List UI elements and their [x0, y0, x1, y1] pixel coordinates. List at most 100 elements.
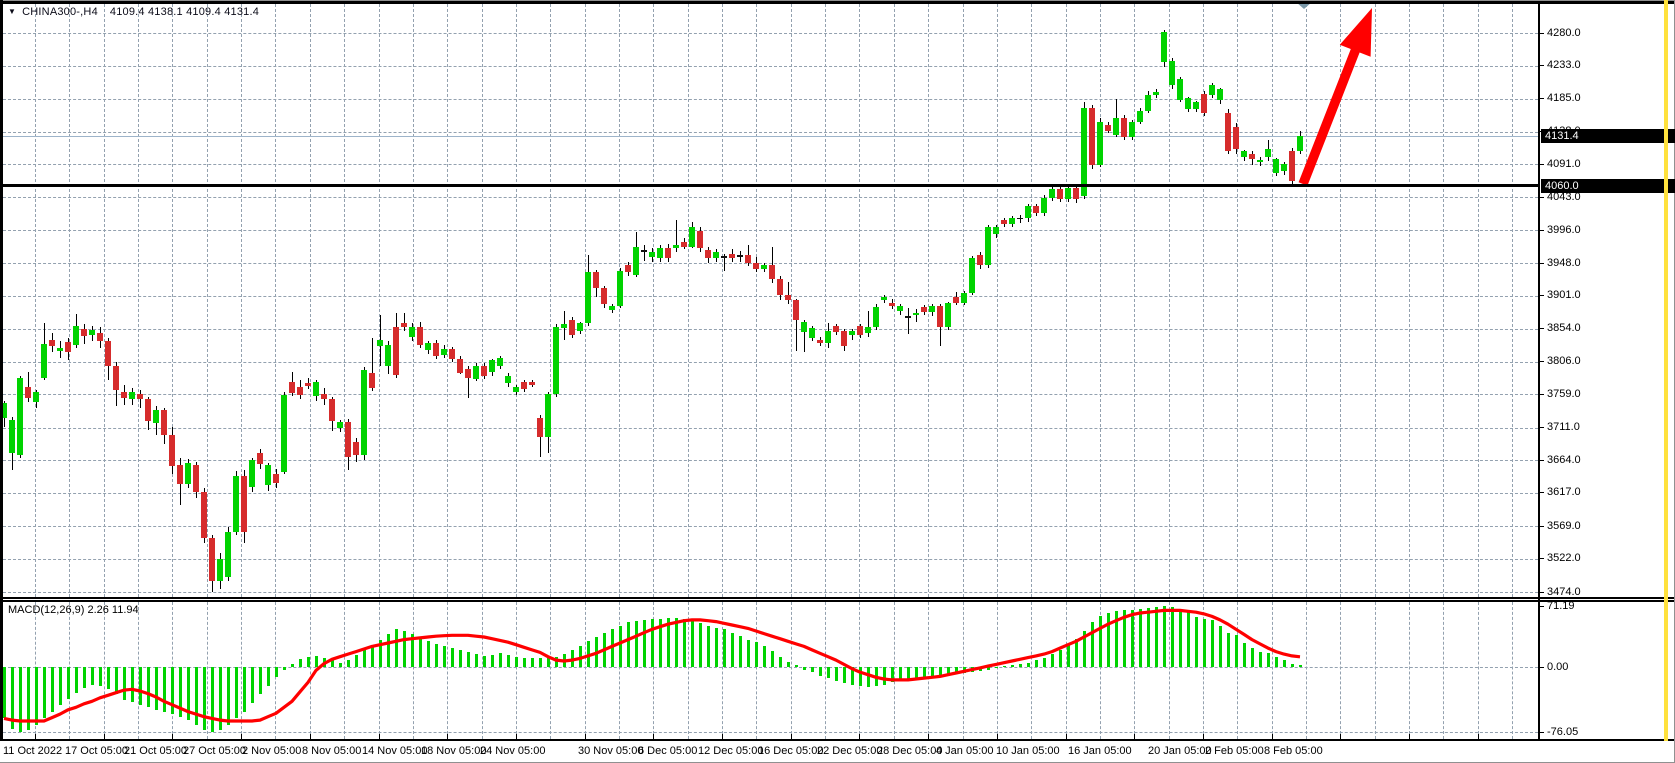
gridline-vertical — [206, 602, 208, 739]
macd-bar — [234, 667, 238, 719]
gridline-vertical — [309, 602, 311, 739]
time-tick — [1271, 734, 1273, 740]
macd-bar — [954, 667, 958, 674]
macd-bar — [866, 667, 870, 687]
macd-bar — [714, 627, 718, 667]
macd-bar — [834, 667, 838, 681]
time-axis-label: 22 Dec 05:00 — [817, 745, 883, 757]
time-axis-label: 14 Nov 05:00 — [362, 745, 428, 757]
time-tick — [1477, 734, 1479, 740]
macd-bar — [1282, 660, 1286, 667]
candle-bullish — [577, 323, 583, 332]
time-axis-label: 16 Jan 05:00 — [1068, 745, 1132, 757]
price-tick-label: 3711.0 — [1547, 421, 1580, 434]
macd-bar — [74, 667, 78, 693]
macd-bar — [874, 667, 878, 686]
macd-bar — [1274, 656, 1278, 667]
candle-bullish — [961, 293, 967, 303]
gridline-horizontal — [3, 295, 1538, 297]
gridline-vertical — [619, 602, 620, 739]
price-tick — [1539, 427, 1544, 429]
macd-bar — [1106, 613, 1110, 667]
macd-bar — [42, 667, 46, 719]
price-tick-label: 4233.0 — [1547, 59, 1581, 72]
candle-bullish — [1209, 85, 1215, 95]
gridline-horizontal — [3, 65, 1538, 67]
gridline-vertical — [1409, 602, 1410, 739]
gridline-horizontal — [3, 263, 1538, 265]
candle-bullish — [129, 392, 135, 400]
gridline-vertical — [103, 602, 105, 739]
time-axis-label: 21 Oct 05:00 — [124, 745, 187, 757]
gridline-vertical — [275, 4, 277, 597]
candle-bearish — [1089, 107, 1095, 165]
time-axis-label: 27 Oct 05:00 — [183, 745, 246, 757]
candle-wick — [803, 320, 805, 353]
candle-bullish — [585, 272, 591, 323]
macd-bar — [386, 634, 390, 667]
macd-bar — [258, 667, 262, 695]
macd-bar — [26, 667, 30, 731]
candle-bearish — [521, 381, 527, 389]
gridline-vertical — [344, 4, 346, 597]
current-price-line — [3, 136, 1538, 138]
candle-bearish — [777, 279, 783, 296]
macd-bar — [314, 655, 318, 667]
candle-bearish — [569, 320, 575, 336]
macd-bar — [442, 646, 446, 667]
macd-bar — [1210, 619, 1214, 667]
time-tick — [1134, 734, 1136, 740]
candle-bullish — [249, 460, 255, 488]
price-tick — [1539, 591, 1544, 593]
price-tick-label: 3617.0 — [1547, 486, 1581, 499]
time-tick — [378, 734, 380, 740]
macd-bar — [746, 639, 750, 667]
candle-bearish — [1033, 206, 1039, 214]
macd-bar — [802, 667, 806, 670]
candle-bullish — [1281, 164, 1287, 171]
macd-bar — [1234, 635, 1238, 667]
macd-bar — [882, 667, 886, 685]
time-axis-label: 12 Dec 05:00 — [698, 745, 764, 757]
gridline-vertical — [687, 4, 689, 597]
gridline-vertical — [996, 602, 998, 739]
candle-bearish — [401, 323, 407, 328]
gridline-vertical — [1168, 602, 1170, 739]
price-tick-label: 3901.0 — [1547, 289, 1581, 302]
gridline-vertical — [1305, 602, 1307, 739]
time-axis-label: 17 Oct 05:00 — [65, 745, 128, 757]
gridline-vertical — [1443, 602, 1445, 739]
gridline-vertical — [1065, 4, 1067, 597]
time-tick — [1202, 734, 1204, 740]
symbol-dropdown-icon[interactable]: ▼ — [8, 7, 17, 16]
candle-bearish — [449, 348, 455, 359]
candle-bullish — [33, 392, 39, 402]
gridline-vertical — [1237, 602, 1239, 739]
candle-bullish — [1161, 32, 1167, 63]
gridline-horizontal — [3, 131, 1538, 133]
macd-bar — [914, 667, 918, 679]
macd-bar — [562, 654, 566, 667]
candle-bullish — [673, 244, 679, 249]
candle-bearish — [1201, 94, 1207, 113]
candle-bearish — [745, 255, 751, 264]
candle-bearish — [257, 453, 263, 464]
price-tick — [1539, 295, 1544, 297]
candle-bearish — [1233, 126, 1239, 150]
candle-bullish — [1137, 110, 1143, 122]
macd-bar — [514, 656, 518, 667]
candle-wick — [643, 244, 645, 261]
candle-bullish — [761, 264, 767, 269]
candle-bullish — [153, 410, 159, 423]
gridline-vertical — [1168, 4, 1170, 597]
gridline-vertical — [653, 4, 655, 597]
gridline-vertical — [893, 4, 895, 597]
time-axis-label: 30 Nov 05:00 — [578, 745, 644, 757]
candle-bearish — [321, 393, 327, 400]
macd-bar — [338, 662, 342, 667]
macd-bar — [602, 632, 606, 667]
candle-bearish — [433, 343, 439, 356]
candle-bearish — [833, 325, 839, 332]
horizontal-line-4060[interactable] — [0, 184, 1540, 188]
macd-bar — [178, 667, 182, 717]
